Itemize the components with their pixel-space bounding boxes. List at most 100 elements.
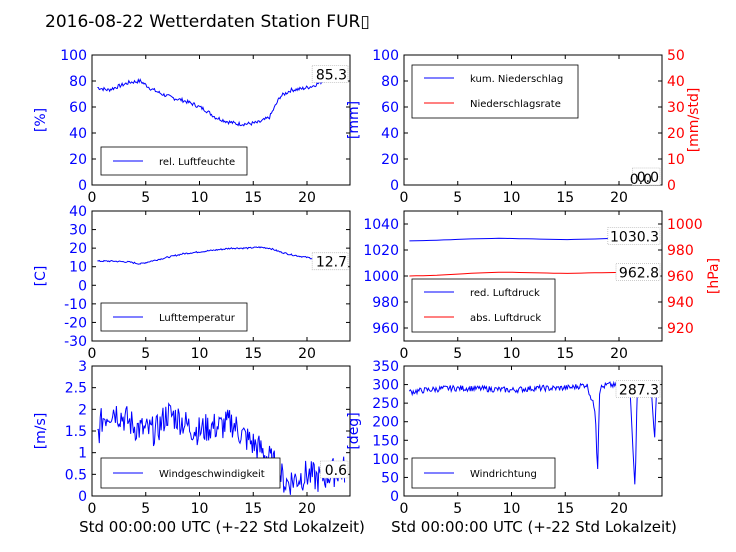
- x-axis-label-right: Std 00:00:00 UTC (+-22 Std Lokalzeit): [391, 518, 677, 536]
- y-tick-label: 960: [372, 321, 399, 337]
- panel-5: 0 5 10 15 20 0 0.5 1 1.5 2 2.5 3 [m/s] 0.6 Windgeschwi…: [33, 359, 351, 517]
- panel-2: 0 5 10 15 20 0 20 40 60 80 100 0 10 20 30 40 50 [mm] [mm/s…: [346, 48, 702, 206]
- y2-tick-label: 1000: [667, 217, 703, 233]
- y-tick-label: 0.5: [65, 467, 87, 483]
- series-line-1: [408, 380, 658, 485]
- x-tick-label: 20: [610, 501, 628, 517]
- y-tick-label: 200: [372, 415, 399, 431]
- x-tick-label: 15: [556, 190, 574, 206]
- y-axis-label: [deg]: [346, 412, 362, 449]
- y-axis-label: [mm]: [346, 101, 362, 139]
- y-tick-label: 20: [69, 152, 87, 168]
- x-tick-label: 0: [88, 346, 97, 362]
- y-tick-label: 1000: [363, 269, 399, 285]
- y-tick-label: 0: [78, 278, 87, 294]
- panel-1: 0 5 10 15 20 0 20 40 60 80 100 [%] 85.3 rel. Luftfeuc…: [33, 48, 351, 206]
- x-tick-label: 15: [556, 501, 574, 517]
- x-tick-label: 0: [400, 501, 409, 517]
- y-tick-label: 1: [78, 446, 87, 462]
- y-axis-label: [C]: [33, 266, 49, 287]
- y-tick-label: 0: [390, 489, 399, 505]
- series-line-1: [97, 246, 345, 265]
- x-tick-label: 20: [298, 190, 316, 206]
- x-tick-label: 15: [244, 346, 262, 362]
- y-tick-label: 0: [78, 178, 87, 194]
- y-tick-label: 2: [78, 402, 87, 418]
- x-tick-label: 5: [141, 190, 150, 206]
- last-value-label: 12.7: [316, 255, 347, 271]
- x-tick-label: 0: [88, 501, 97, 517]
- y-tick-label: 1.5: [65, 424, 87, 440]
- x-tick-label: 0: [88, 190, 97, 206]
- y-tick-label: -20: [64, 315, 87, 331]
- x-tick-label: 5: [453, 190, 462, 206]
- legend-entry: red. Luftdruck: [470, 288, 540, 299]
- y-tick-label: 1040: [363, 217, 399, 233]
- legend: Windgeschwindigkeit: [100, 457, 281, 489]
- y-tick-label: 100: [372, 48, 399, 64]
- y-tick-label: 0: [390, 178, 399, 194]
- y-tick-label: 300: [372, 378, 399, 394]
- y-tick-label: 60: [381, 100, 399, 116]
- y-tick-label: -30: [64, 334, 87, 350]
- x-tick-label: 20: [610, 190, 628, 206]
- plot-frame: [91, 54, 351, 186]
- x-tick-label: 0: [400, 190, 409, 206]
- y-tick-label: 100: [372, 452, 399, 468]
- y-tick-label: 80: [69, 74, 87, 90]
- y-tick-label: 80: [381, 74, 399, 90]
- last-value-label-2: 0.0: [630, 172, 652, 188]
- x-tick-label: 15: [244, 501, 262, 517]
- plot-frame: [403, 365, 663, 497]
- panel-4: 0 5 10 15 20 960 980 1000 1020 1040 920 940 960 980 10…: [363, 210, 722, 362]
- y-tick-label: 30: [69, 223, 87, 239]
- x-tick-label: 5: [453, 501, 462, 517]
- y-tick-label: 20: [69, 241, 87, 257]
- last-value-label: 0.6: [325, 463, 347, 479]
- y-tick-label: -10: [64, 297, 87, 313]
- legend: red. Luftdruck abs. Luftdruck: [411, 278, 556, 333]
- x-tick-label: 0: [400, 346, 409, 362]
- legend: kum. Niederschlag Niederschlagsrate: [411, 64, 579, 119]
- y2-tick-label: 980: [667, 243, 694, 259]
- y2-tick-label: 940: [667, 295, 694, 311]
- y-tick-label: 3: [78, 359, 87, 375]
- last-value-label: 287.3: [619, 382, 659, 398]
- legend-entry: Windgeschwindigkeit: [159, 469, 265, 480]
- legend-entry: Windrichtung: [470, 469, 537, 480]
- y-tick-label: 150: [372, 433, 399, 449]
- legend-entry: abs. Luftdruck: [470, 313, 541, 324]
- x-tick-label: 10: [503, 346, 521, 362]
- legend-entry: Lufttemperatur: [159, 313, 236, 324]
- y-axis-label: [m/s]: [33, 413, 49, 450]
- y-tick-label: 40: [69, 204, 87, 220]
- x-tick-label: 20: [298, 346, 316, 362]
- y-tick-label: 60: [69, 100, 87, 116]
- x-tick-label: 10: [191, 501, 209, 517]
- x-tick-label: 5: [453, 346, 462, 362]
- y-tick-label: 2.5: [65, 381, 87, 397]
- legend: rel. Luftfeuchte: [100, 146, 248, 176]
- panel-6: 0 5 10 15 20050100150200250300350[deg]287.3W…: [346, 359, 663, 517]
- x-axis-label-left: Std 00:00:00 UTC (+-22 Std Lokalzeit): [79, 518, 365, 536]
- series-line-2: [409, 271, 657, 277]
- x-tick-label: 20: [298, 501, 316, 517]
- plot-frame: [91, 210, 351, 342]
- series-line-1: [97, 402, 346, 495]
- plot-frame: [403, 54, 663, 186]
- y-tick-label: 40: [69, 126, 87, 142]
- x-tick-label: 10: [191, 190, 209, 206]
- y-tick-label: 20: [381, 152, 399, 168]
- y-tick-label: 980: [372, 295, 399, 311]
- series-line-1: [97, 72, 345, 127]
- x-tick-label: 15: [556, 346, 574, 362]
- legend-entry: rel. Luftfeuchte: [159, 157, 235, 168]
- y-tick-label: 0: [78, 489, 87, 505]
- x-tick-label: 5: [141, 501, 150, 517]
- y-tick-label: 10: [69, 260, 87, 276]
- y-tick-label: 250: [372, 396, 399, 412]
- y-axis-label: [%]: [33, 108, 49, 132]
- y-tick-label: 1020: [363, 243, 399, 259]
